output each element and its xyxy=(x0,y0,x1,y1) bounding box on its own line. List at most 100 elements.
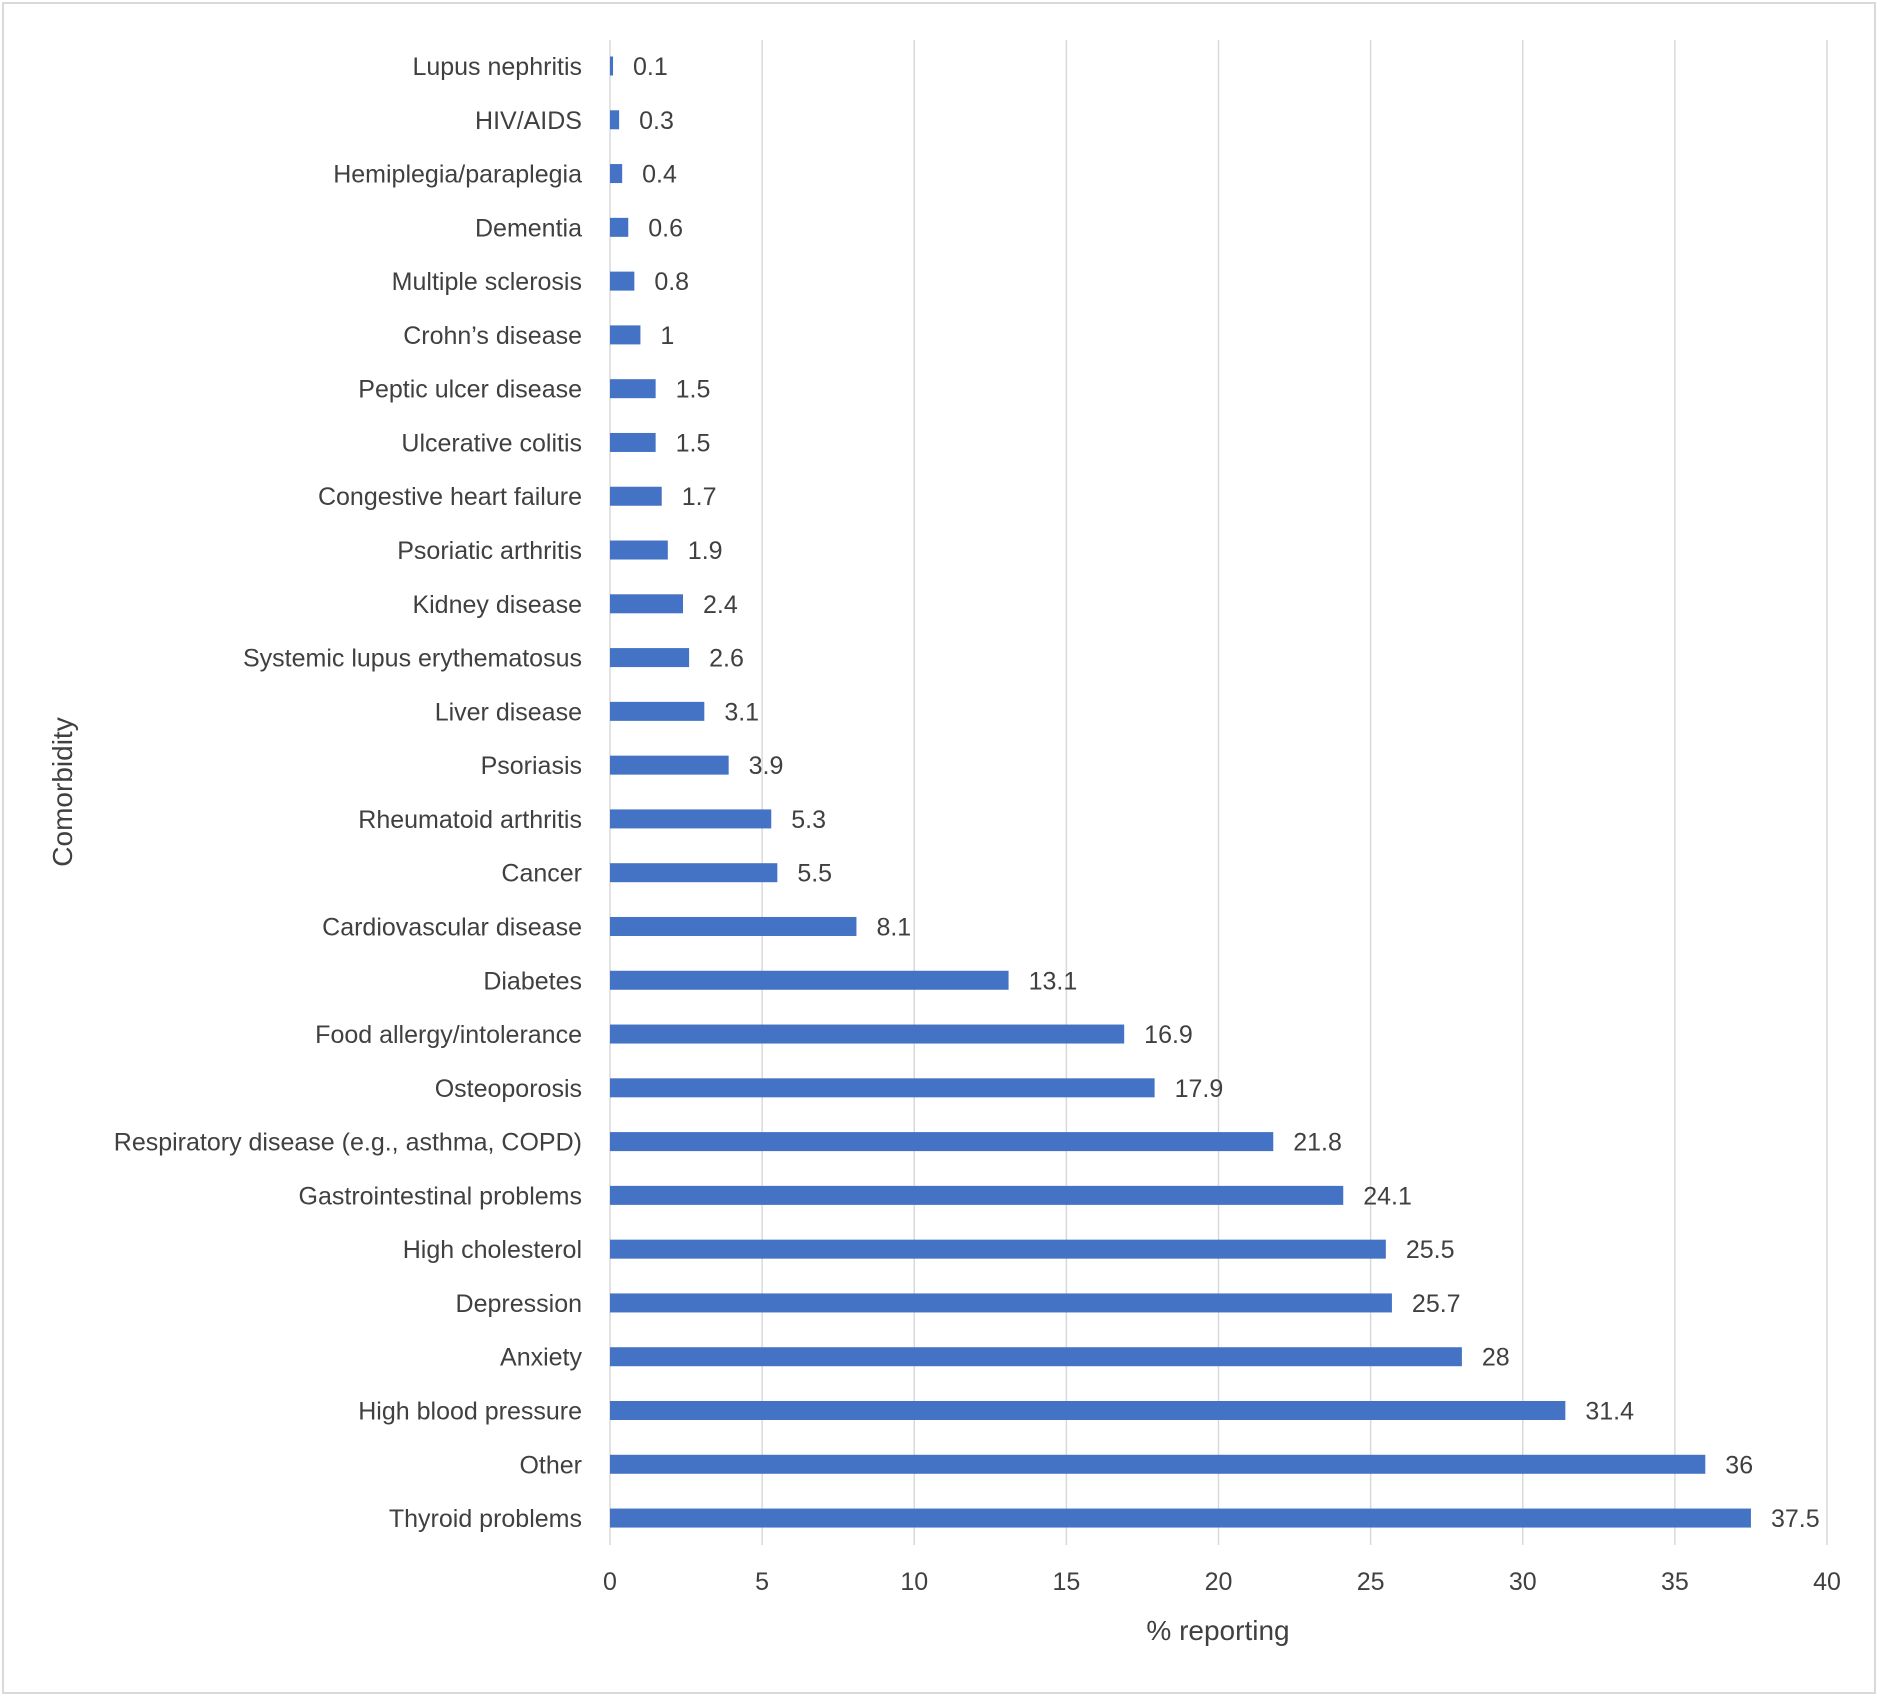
value-label: 2.4 xyxy=(703,591,738,619)
bar xyxy=(610,164,623,184)
category-label: Gastrointestinal problems xyxy=(299,1182,582,1210)
category-label: Diabetes xyxy=(483,967,582,995)
bar xyxy=(610,648,690,668)
value-label: 0.6 xyxy=(648,214,683,242)
bar xyxy=(610,325,641,345)
category-label: Thyroid problems xyxy=(389,1505,582,1533)
value-label: 21.8 xyxy=(1293,1129,1342,1157)
category-label: Peptic ulcer disease xyxy=(358,376,582,404)
category-label: Food allergy/intolerance xyxy=(315,1021,582,1049)
value-label: 0.8 xyxy=(654,268,689,296)
value-label: 8.1 xyxy=(876,913,911,941)
x-axis-title: % reporting xyxy=(1146,1615,1289,1646)
bar xyxy=(610,379,656,399)
category-label: Congestive heart failure xyxy=(318,483,582,511)
category-label: Depression xyxy=(456,1290,582,1318)
x-tick-label: 25 xyxy=(1357,1568,1385,1596)
value-label: 3.1 xyxy=(724,698,759,726)
bar xyxy=(610,217,629,237)
category-label: Lupus nephritis xyxy=(412,53,582,81)
category-label: Hemiplegia/paraplegia xyxy=(333,161,582,189)
bar xyxy=(610,970,1009,990)
value-label: 5.3 xyxy=(791,806,826,834)
x-tick-label: 20 xyxy=(1205,1568,1233,1596)
category-label: Anxiety xyxy=(500,1344,582,1372)
category-labels: Lupus nephritis HIV/AIDS Hemiplegia/parapl… xyxy=(114,53,583,1533)
bar xyxy=(610,1401,1566,1420)
category-label: Kidney disease xyxy=(412,591,582,619)
bar xyxy=(610,540,668,560)
bar xyxy=(610,486,662,506)
value-label: 28 xyxy=(1482,1344,1510,1372)
bar xyxy=(610,1185,1344,1205)
x-tick-label: 35 xyxy=(1661,1568,1689,1596)
value-label: 25.5 xyxy=(1406,1236,1455,1264)
bar xyxy=(610,271,635,291)
bar xyxy=(610,916,857,936)
value-label: 1.9 xyxy=(688,537,723,565)
category-label: Rheumatoid arthritis xyxy=(358,806,582,834)
x-tick-label: 40 xyxy=(1813,1568,1841,1596)
value-label: 25.7 xyxy=(1412,1290,1461,1318)
category-label: Other xyxy=(519,1451,582,1479)
bar xyxy=(610,432,656,452)
bar xyxy=(610,809,772,829)
category-label: Ulcerative colitis xyxy=(401,429,582,457)
bar xyxy=(610,1293,1392,1313)
value-label: 0.4 xyxy=(642,161,677,189)
value-label: 1.5 xyxy=(676,429,711,457)
value-label: 36 xyxy=(1725,1451,1753,1479)
bar xyxy=(610,1132,1274,1152)
value-label: 31.4 xyxy=(1585,1398,1634,1426)
gridlines xyxy=(609,40,1828,1545)
value-label: 2.6 xyxy=(709,645,744,673)
value-label: 1 xyxy=(660,322,674,350)
category-label: Respiratory disease (e.g., asthma, COPD) xyxy=(114,1129,582,1157)
x-tick-labels: 0 5 10 15 20 25 30 35 40 xyxy=(603,1568,1841,1596)
value-label: 5.5 xyxy=(797,860,832,888)
category-label: Psoriatic arthritis xyxy=(397,537,582,565)
x-tick-label: 15 xyxy=(1052,1568,1080,1596)
bar xyxy=(610,1508,1751,1528)
category-label: Cardiovascular disease xyxy=(322,913,582,941)
bar xyxy=(610,1347,1462,1367)
value-label: 17.9 xyxy=(1175,1075,1224,1103)
value-label: 13.1 xyxy=(1029,967,1078,995)
value-label: 0.3 xyxy=(639,107,674,135)
category-label: Psoriasis xyxy=(481,752,582,780)
category-label: Crohn’s disease xyxy=(403,322,582,350)
value-label: 3.9 xyxy=(749,752,784,780)
x-tick-label: 5 xyxy=(755,1568,769,1596)
bar xyxy=(610,110,620,130)
category-label: High cholesterol xyxy=(403,1236,582,1264)
x-tick-label: 10 xyxy=(900,1568,928,1596)
category-label: HIV/AIDS xyxy=(475,107,582,135)
category-label: Systemic lupus erythematosus xyxy=(243,645,582,673)
bar xyxy=(610,1454,1706,1474)
category-label: Dementia xyxy=(475,214,582,242)
value-label: 16.9 xyxy=(1144,1021,1193,1049)
category-label: Liver disease xyxy=(435,698,582,726)
bar xyxy=(610,863,778,883)
value-label: 1.5 xyxy=(676,376,711,404)
bar xyxy=(610,755,729,775)
category-label: Osteoporosis xyxy=(435,1075,582,1103)
value-labels: 0.10.30.40.60.811.51.51.71.92.42.63.13.9… xyxy=(633,53,1820,1533)
value-label: 0.1 xyxy=(633,53,668,81)
bar xyxy=(610,701,705,721)
category-label: Multiple sclerosis xyxy=(392,268,582,296)
bar xyxy=(610,56,614,76)
bar xyxy=(610,594,684,614)
bar xyxy=(610,1024,1125,1044)
category-label: Cancer xyxy=(501,860,582,888)
value-label: 37.5 xyxy=(1771,1505,1820,1533)
bars xyxy=(610,56,1751,1528)
y-axis-title: Comorbidity xyxy=(47,717,78,866)
x-tick-label: 0 xyxy=(603,1568,617,1596)
bar xyxy=(610,1239,1386,1259)
category-label: High blood pressure xyxy=(358,1398,582,1426)
bar xyxy=(610,1078,1155,1098)
x-tick-label: 30 xyxy=(1509,1568,1537,1596)
value-label: 1.7 xyxy=(682,483,717,511)
